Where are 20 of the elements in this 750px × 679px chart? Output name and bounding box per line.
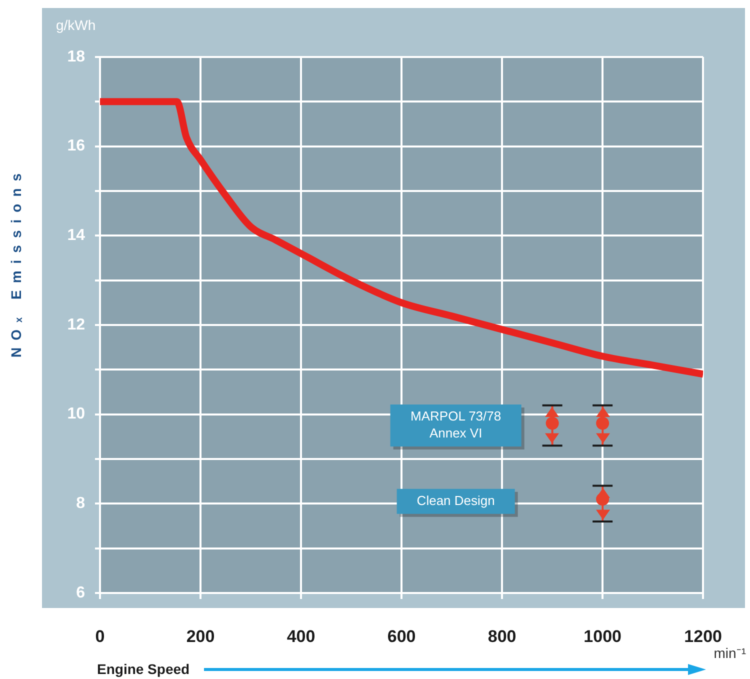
text: g/kWh [56,16,96,33]
y-tick-label: 6 [76,584,86,602]
x-axis-title: Engine Speed [97,660,190,677]
y-tick-label: 8 [76,495,86,512]
annotation: MARPOL 73/78 Annex VI [410,408,502,441]
y-tick-label: 16 [67,138,86,155]
text: min⁻¹ [714,644,746,661]
x-tick-label: 400 [286,626,316,646]
y-tick-label: 12 [67,316,86,334]
x-tick-label: 200 [186,626,215,646]
y-axis-title: NOₓ Emissions [8,166,24,358]
y-tick-label: 18 [67,48,86,66]
y-tick-label: 14 [67,227,86,244]
x-tick-label: 1200 [684,626,722,646]
x-tick-label: 600 [387,626,416,646]
x-tick-label: 800 [488,626,516,646]
annotation: Clean Design [416,493,495,508]
x-tick-label: 0 [95,626,105,646]
x-tick-label: 1000 [584,626,622,646]
y-tick-label: 10 [67,406,86,423]
